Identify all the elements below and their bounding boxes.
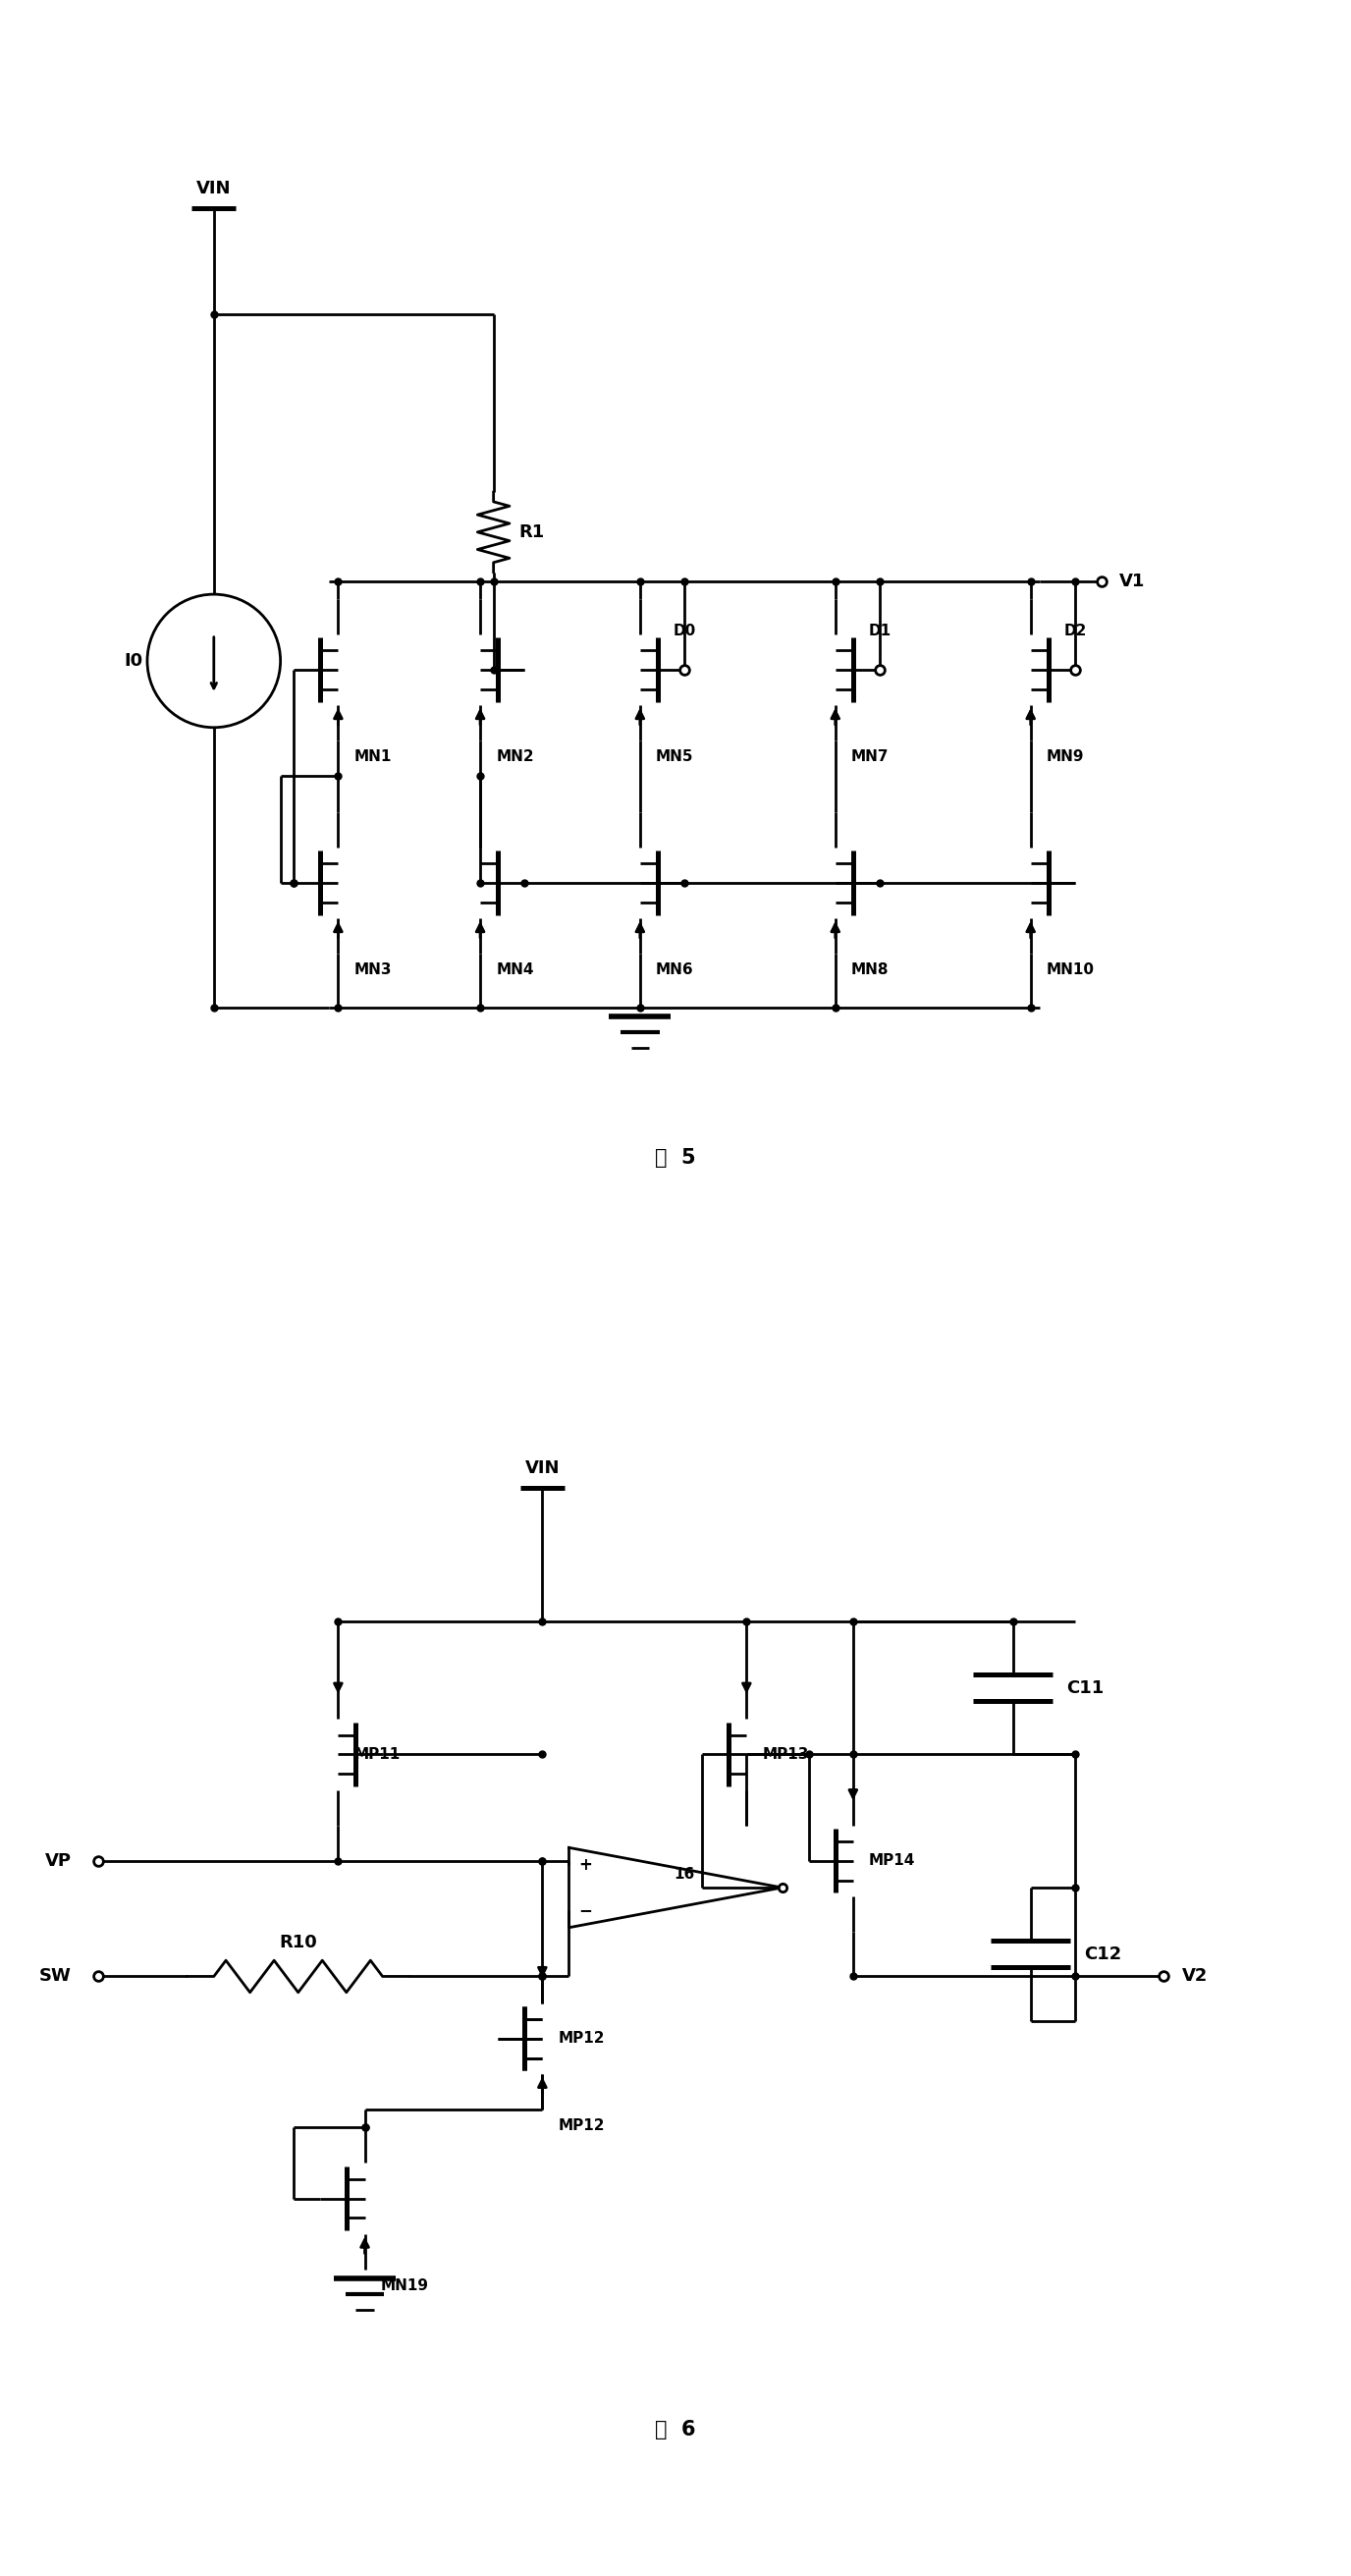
Text: MN3: MN3 bbox=[354, 963, 392, 976]
Text: MN19: MN19 bbox=[381, 2277, 428, 2293]
Text: V1: V1 bbox=[1120, 572, 1146, 590]
Text: I0: I0 bbox=[124, 652, 143, 670]
Text: MN4: MN4 bbox=[496, 963, 534, 976]
Text: R10: R10 bbox=[280, 1935, 317, 1953]
Text: 16: 16 bbox=[674, 1868, 694, 1880]
Text: VIN: VIN bbox=[526, 1461, 559, 1476]
Text: VP: VP bbox=[46, 1852, 72, 1870]
Text: MP12: MP12 bbox=[558, 2117, 605, 2133]
Text: MP13: MP13 bbox=[762, 1747, 809, 1762]
Text: +: + bbox=[578, 1857, 592, 1875]
Text: MN8: MN8 bbox=[851, 963, 889, 976]
Text: R1: R1 bbox=[519, 523, 544, 541]
Text: MP11: MP11 bbox=[354, 1747, 400, 1762]
Text: MN2: MN2 bbox=[496, 750, 534, 765]
Text: −: − bbox=[578, 1901, 592, 1919]
Text: D2: D2 bbox=[1063, 623, 1086, 639]
Text: MN6: MN6 bbox=[657, 963, 694, 976]
Text: MN7: MN7 bbox=[851, 750, 889, 765]
Text: V2: V2 bbox=[1182, 1968, 1208, 1986]
Text: MN1: MN1 bbox=[354, 750, 392, 765]
Text: 图  6: 图 6 bbox=[655, 2419, 696, 2439]
Text: C11: C11 bbox=[1066, 1680, 1104, 1698]
Text: SW: SW bbox=[39, 1968, 72, 1986]
Text: VIN: VIN bbox=[196, 180, 231, 198]
Text: 图  5: 图 5 bbox=[655, 1149, 696, 1167]
Text: MP12: MP12 bbox=[558, 2032, 605, 2045]
Text: MN9: MN9 bbox=[1047, 750, 1085, 765]
Text: D0: D0 bbox=[673, 623, 696, 639]
Text: MN10: MN10 bbox=[1047, 963, 1094, 976]
Text: C12: C12 bbox=[1084, 1945, 1121, 1963]
Text: MN5: MN5 bbox=[657, 750, 694, 765]
Text: D1: D1 bbox=[869, 623, 892, 639]
Text: MP14: MP14 bbox=[869, 1855, 916, 1868]
